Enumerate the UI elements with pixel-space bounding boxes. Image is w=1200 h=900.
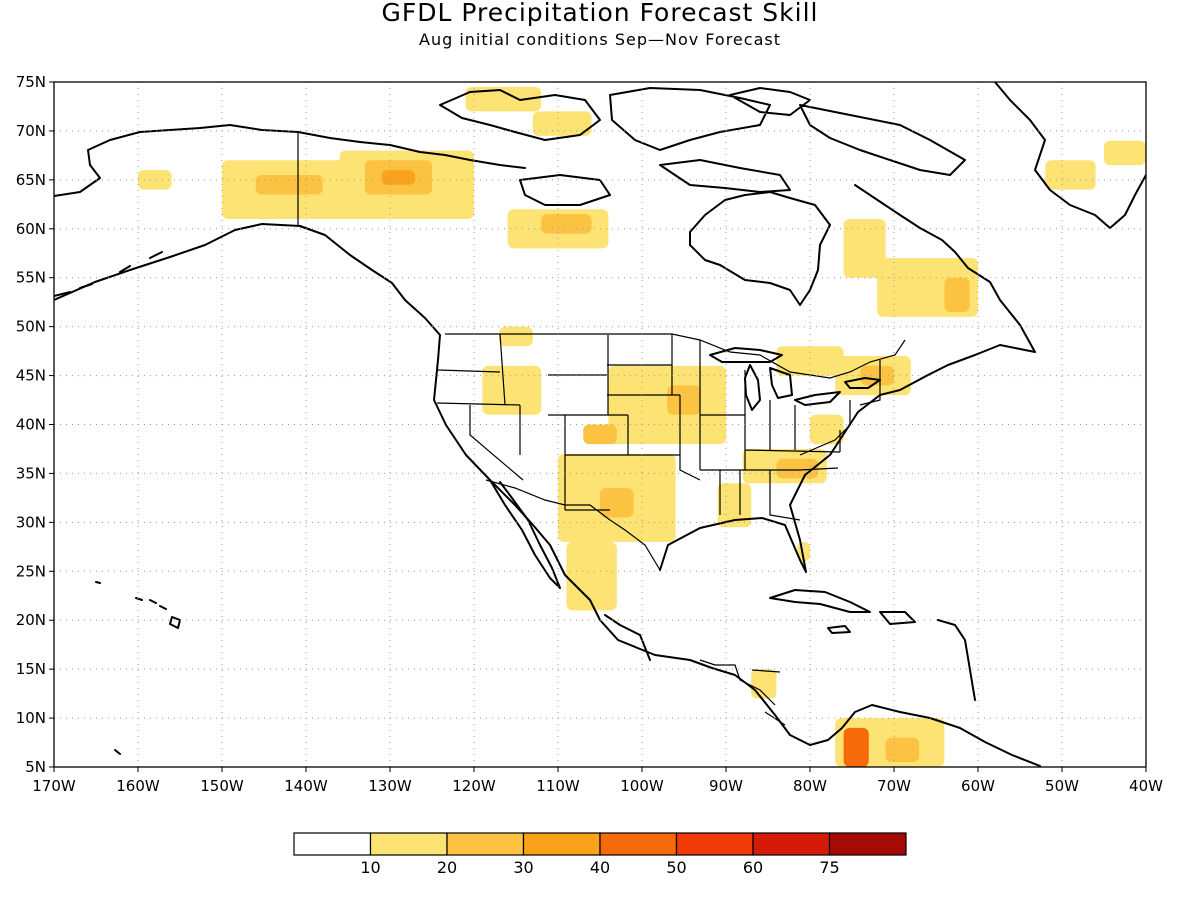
lon-tick-label: 170W xyxy=(32,777,76,795)
skill-region-2 xyxy=(255,174,323,195)
skill-region-10 xyxy=(532,111,592,136)
longitude-tick-labels: 170W 160W 150W 140W 130W 120W 110W 100W 90W 80W 70… xyxy=(32,767,1163,795)
latitude-tick-labels: 75N 70N 65N 60N 55N 50N 45N 40N 35N 30N 25N 20N 15N 1… xyxy=(16,73,54,776)
skill-region-6 xyxy=(138,170,172,190)
skill-region-16 xyxy=(499,326,533,347)
skill-region-25 xyxy=(776,346,844,376)
lon-tick-label: 110W xyxy=(536,777,580,795)
skill-region-34 xyxy=(885,737,920,763)
us-canada-border xyxy=(445,333,906,379)
skill-region-29 xyxy=(566,541,617,611)
coastline-aleutians xyxy=(54,251,163,297)
coastline-hawaii xyxy=(95,581,181,755)
lat-tick-label: 50N xyxy=(16,318,46,336)
colorbar-label: 10 xyxy=(360,858,380,877)
skill-region-24 xyxy=(860,365,894,386)
colorbar-label: 20 xyxy=(437,858,457,877)
skill-region-8 xyxy=(541,214,592,234)
lon-tick-label: 120W xyxy=(452,777,496,795)
coastline-hudson-bay xyxy=(689,191,831,306)
skill-region-13 xyxy=(944,277,970,312)
us-state-lines xyxy=(436,333,881,521)
lon-tick-label: 90W xyxy=(709,777,743,795)
lat-tick-label: 15N xyxy=(16,660,46,678)
skill-region-9 xyxy=(465,86,542,112)
alaska-canada-border xyxy=(297,132,326,236)
colorbar-bin xyxy=(599,832,678,856)
colorbar-label: 50 xyxy=(666,858,686,877)
skill-region-27 xyxy=(600,488,634,518)
skill-region-30 xyxy=(717,483,752,528)
map-plot-area xyxy=(54,82,1146,767)
lat-tick-label: 30N xyxy=(16,513,46,531)
skill-region-31 xyxy=(751,669,777,699)
lat-tick-label: 40N xyxy=(16,416,46,434)
lat-tick-label: 35N xyxy=(16,464,46,482)
colorbar-bin xyxy=(522,832,601,856)
coastline-greenland xyxy=(994,82,1146,229)
skill-region-19 xyxy=(667,385,701,415)
lat-tick-label: 55N xyxy=(16,269,46,287)
lon-tick-label: 140W xyxy=(284,777,328,795)
lat-tick-label: 25N xyxy=(16,562,46,580)
grid-lines xyxy=(54,82,1146,767)
coastline-baja xyxy=(489,479,561,589)
map-subtitle: Aug initial conditions Sep—Nov Forecast xyxy=(419,30,781,49)
state-borders xyxy=(297,132,906,726)
colorbar-bin xyxy=(675,832,754,856)
skill-region-28 xyxy=(583,424,617,445)
colorbar-bin xyxy=(446,832,525,856)
skill-region-11 xyxy=(843,219,886,278)
colorbar-label: 60 xyxy=(743,858,763,877)
map-title: GFDL Precipitation Forecast Skill xyxy=(381,0,818,27)
colorbar-bin xyxy=(828,832,907,856)
colorbar-bin xyxy=(752,832,831,856)
lon-tick-label: 130W xyxy=(368,777,412,795)
lon-tick-label: 50W xyxy=(1045,777,1079,795)
coastlines xyxy=(54,82,1146,767)
lat-tick-label: 70N xyxy=(16,122,46,140)
skill-region-22 xyxy=(810,414,844,445)
colorbar-label: 75 xyxy=(819,858,839,877)
lat-tick-label: 75N xyxy=(16,73,46,91)
lat-tick-label: 5N xyxy=(25,758,46,776)
lat-tick-label: 60N xyxy=(16,220,46,238)
coastline-north-america xyxy=(54,124,1041,767)
us-mexico-border xyxy=(485,479,661,571)
lat-tick-label: 20N xyxy=(16,611,46,629)
coastline-great-lakes xyxy=(709,347,881,411)
skill-region-15 xyxy=(1045,160,1096,190)
skill-region-33 xyxy=(843,727,869,767)
lon-tick-label: 40W xyxy=(1129,777,1163,795)
lat-tick-label: 10N xyxy=(16,709,46,727)
lon-tick-label: 80W xyxy=(793,777,827,795)
lon-tick-label: 160W xyxy=(116,777,160,795)
lon-tick-label: 100W xyxy=(620,777,664,795)
colorbar-label: 30 xyxy=(513,858,533,877)
coastline-cuba xyxy=(769,589,976,701)
skill-region-14 xyxy=(1104,140,1146,166)
colorbar-label: 40 xyxy=(590,858,610,877)
colorbar-bin xyxy=(369,832,448,856)
lon-tick-label: 60W xyxy=(961,777,995,795)
colorbar: 10 20 30 40 50 60 75 xyxy=(293,832,907,877)
colorbar-bin xyxy=(293,832,372,856)
skill-region-17 xyxy=(482,365,542,415)
lon-tick-label: 70W xyxy=(877,777,911,795)
skill-region-5 xyxy=(381,170,416,185)
lat-tick-label: 65N xyxy=(16,171,46,189)
lat-tick-label: 45N xyxy=(16,367,46,385)
lon-tick-label: 150W xyxy=(200,777,244,795)
